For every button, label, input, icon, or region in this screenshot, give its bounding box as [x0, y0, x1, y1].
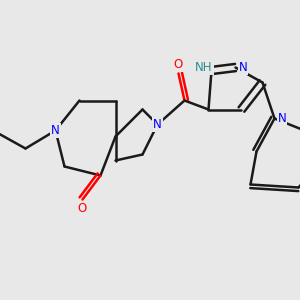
- Text: N: N: [153, 118, 162, 131]
- Text: O: O: [174, 58, 183, 71]
- Text: N: N: [51, 124, 60, 137]
- Text: O: O: [78, 202, 87, 215]
- Text: NH: NH: [195, 61, 213, 74]
- Text: N: N: [278, 112, 286, 125]
- Text: N: N: [238, 61, 247, 74]
